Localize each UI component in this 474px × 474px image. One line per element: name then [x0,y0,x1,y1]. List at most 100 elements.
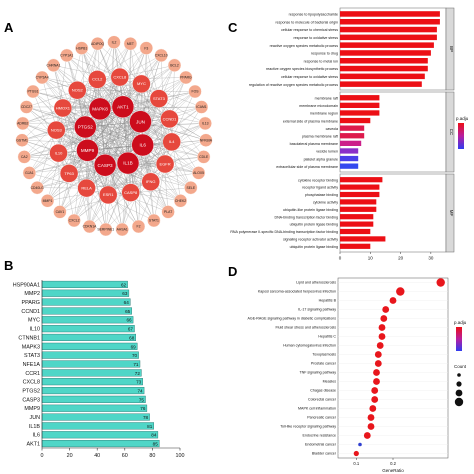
network-edge [97,79,206,141]
go-term-label: RNA polymerase II-specific DNA-binding t… [230,230,338,234]
pathway-label: AGE-RAGE signaling pathway in diabetic c… [248,317,337,321]
pathway-dot [369,405,377,412]
pathway-dot [436,278,445,287]
bar-value-label: 85 [153,442,159,447]
network-node-label: IL2 [112,40,117,44]
bar-value-label: 66 [126,318,132,323]
network-node [111,95,135,119]
pathway-dot [382,306,390,313]
facet-label: CC [449,129,454,136]
go-bar [340,214,374,220]
network-node-label: ALOX5 [193,171,204,175]
bar-nfe1a [41,360,141,368]
panel-c-letter: C [228,20,238,35]
network-node [88,97,112,121]
go-term-label: ubiquitin protein ligase binding [290,245,338,249]
pathway-dot [371,387,379,394]
bar-label: IL10 [30,327,41,333]
pathway-dot [374,360,382,367]
network-node [191,166,206,180]
network-node-label: CHRNA1 [47,64,61,68]
network-edge [119,77,129,164]
network-node [40,194,55,208]
bar-label: STAT3 [24,353,40,359]
pathway-dot [358,442,362,447]
panel-d-dot-chart: Lipid and atherosclerosis Kaposi sarcoma-… [248,277,467,473]
x-tick-label: 40 [94,453,100,459]
pathway-label: Human cytomegalovirus infection [283,344,336,348]
network-edge [66,55,106,166]
panel-a-letter: A [4,20,14,35]
go-term-label: response to oxidative stress [293,36,338,40]
pathway-label: Hepatitis B [319,299,337,303]
go-bar [340,133,365,139]
network-node-label: CXCL10 [155,54,168,58]
network-node [68,80,87,100]
go-bar [340,243,371,249]
network-node-label: PLAT [164,210,172,214]
go-bar [340,177,383,183]
network-node [167,58,182,73]
size-legend-dot [454,397,464,407]
go-term-label: receptor ligand activity [302,186,338,190]
go-term-label: reactive oxygen species metabolic proces… [270,44,339,48]
pathway-dot [374,351,382,358]
x-tick-label: 0.1 [353,461,359,466]
network-node [173,194,188,208]
network-node-label: PTGS2 [78,125,94,130]
network-node-label: CDKN1A [83,225,97,229]
network-node-label: NOS3 [51,127,63,132]
bar-value-label: 68 [129,335,135,340]
network-node [131,133,154,157]
bar-value-label: 65 [125,309,131,314]
pathway-label: Pancreatic cancer [307,416,337,420]
legend-title: p.adju [456,116,469,121]
facet-label: BP [449,46,454,52]
network-node-label: AKT1 [117,104,129,109]
size-legend-dot [455,389,463,397]
network-node-label: FOS [192,90,200,94]
bar-label: AKT1 [27,442,40,448]
pathway-dot [376,342,384,349]
network-node-label: F3 [144,46,148,50]
network-node [93,153,117,177]
network-node [59,164,79,183]
network-node [131,219,146,234]
network-node [188,84,202,99]
network-node-label: CHEK2 [175,199,186,203]
bar-akt1 [41,439,160,448]
network-node [30,180,44,195]
bar-il6 [41,431,159,439]
network-edge [24,121,141,158]
network-node-label: IFNG [146,179,156,184]
network-node [47,120,66,140]
network-node-label: JUN [136,119,145,124]
network-node [53,205,67,219]
go-term-label: plasma membrane raft [302,135,338,139]
network-edge [171,65,175,142]
network-node-label: CXCL2 [69,219,80,223]
go-bar [340,34,437,41]
network-edge [158,98,204,158]
network-node [132,74,151,94]
network-node [15,133,29,147]
network-node [99,222,113,237]
go-bar [340,50,431,56]
network-node [196,150,211,164]
bar-mmp9 [41,404,148,412]
network-node-label: AHSA1 [117,228,128,232]
network-node-label: MYC [137,81,146,86]
network-node-label: NFKBIA [200,138,213,142]
x-tick-label: 20 [398,256,404,261]
go-term-label: signaling receptor activator activity [283,238,338,242]
pathway-dot [367,414,375,421]
network-node-label: NOS2 [72,88,84,93]
panel-a-network-chart: AKT1 JUN IL6 IL1B CASP3 MMP9 PTGS2 MAPK8 CXCL8 MY… [15,35,213,237]
pathway-label: Fluid shear stress and atherosclerosis [275,326,336,330]
x-tick-label: 100 [176,453,185,459]
bar-jun [41,413,150,421]
network-node-label: ESR1 [103,192,114,197]
network-edge [58,153,61,212]
go-term-label: cytokine activity [313,201,338,205]
network-node-label: MMP9 [81,148,95,153]
